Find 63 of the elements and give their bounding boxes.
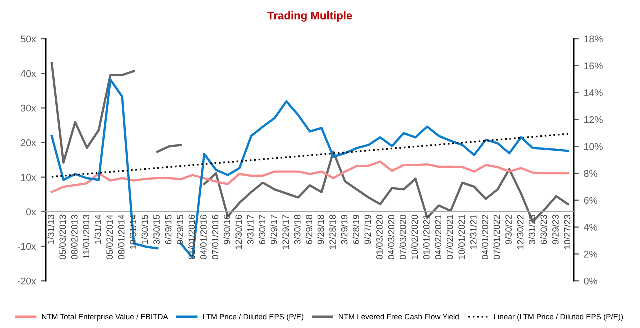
- x-tick-label: 9/29/15: [176, 215, 184, 244]
- x-tick-label: 3/29/19: [341, 215, 348, 244]
- y-tick-label: -10x: [18, 243, 36, 250]
- y-tick-label: 10x: [21, 174, 36, 181]
- x-tick-label: 6/30/23: [540, 215, 548, 244]
- x-tick-label: 6/28/19: [352, 215, 360, 244]
- chart-title: Trading Multiple: [268, 12, 352, 22]
- x-tick-label: 12/29/17: [282, 215, 290, 250]
- x-tick-label: 05/02/2014: [106, 214, 114, 260]
- x-tick-label: 12/31/21: [470, 215, 477, 250]
- x-tick-label: 07/01/2016: [212, 215, 219, 260]
- x-tick-label: 9/29/17: [270, 215, 278, 244]
- x-tick-label: 10/31/14: [130, 214, 137, 250]
- x-tick-label: 07/02/2021: [446, 215, 454, 260]
- x-tick-label: 1/31/13: [48, 215, 54, 244]
- y2-tick-label: 8%: [584, 170, 598, 178]
- x-tick-label: 3/30/15: [153, 215, 160, 244]
- x-tick-label: 10/01/2021: [458, 215, 466, 260]
- x-tick-label: 04/01/2022: [482, 215, 489, 260]
- x-tick-label: 01/03/2020: [376, 215, 383, 260]
- x-tick-label: 1/30/15: [142, 215, 148, 244]
- x-tick-label: 3/31/17: [247, 215, 254, 244]
- x-tick-label: 05/03/2013: [59, 215, 66, 260]
- x-tick-label: 07/03/2020: [400, 215, 406, 260]
- x-tick-label: 04/03/2020: [388, 215, 395, 260]
- x-tick-label: 6/29/18: [306, 215, 313, 244]
- y-tick-label: 20x: [21, 140, 36, 146]
- x-tick-label: 9/29/23: [552, 215, 559, 244]
- y2-tick-label: 16%: [584, 62, 603, 70]
- line-series: [50, 160, 570, 194]
- x-tick-label: 1/31/14: [94, 214, 102, 244]
- x-tick-label: 9/30/16: [224, 215, 230, 244]
- y2-tick-label: 4%: [584, 224, 598, 231]
- x-tick-label: 6/30/17: [258, 215, 266, 244]
- y2-tick-label: 10%: [584, 143, 603, 150]
- x-tick-label: 6/29/15: [165, 215, 172, 244]
- y-tick-label: -20x: [18, 278, 36, 285]
- x-tick-label: 04/01/2016: [200, 215, 207, 260]
- y-tick-label: 0x: [26, 208, 36, 216]
- y-tick-label: 50x: [21, 36, 36, 43]
- y-tick-label: 30x: [21, 104, 36, 112]
- x-tick-label: 07/01/2022: [494, 215, 500, 260]
- x-tick-label: 11/01/2013: [82, 215, 90, 259]
- x-tick-label: 9/28/18: [318, 215, 324, 244]
- x-tick-label: 9/27/19: [364, 215, 372, 244]
- x-tick-label: 12/30/16: [235, 215, 242, 250]
- x-tick-label: 10/02/2020: [411, 215, 418, 260]
- x-tick-label: 12/30/22: [517, 215, 524, 250]
- y-tick-label: 40x: [20, 70, 36, 78]
- x-tick-label: 12/28/18: [329, 215, 336, 250]
- x-tick-label: 01/01/2016: [188, 215, 196, 260]
- x-tick-label: 08/01/2014: [118, 214, 125, 260]
- y2-tick-label: 0%: [584, 278, 598, 285]
- x-tick-label: 08/02/2013: [71, 215, 78, 260]
- x-tick-label: 04/02/2021: [434, 215, 442, 260]
- y2-tick-label: 6%: [584, 197, 598, 204]
- x-tick-label: 9/30/22: [505, 215, 512, 244]
- x-tick-label: 10/27/23: [564, 215, 571, 250]
- y2-tick-label: 2%: [584, 250, 598, 258]
- x-tick-label: 3/30/18: [294, 215, 301, 244]
- y2-tick-label: 14%: [584, 90, 603, 96]
- y2-tick-label: 18%: [584, 36, 603, 43]
- y2-tick-label: 12%: [584, 116, 603, 124]
